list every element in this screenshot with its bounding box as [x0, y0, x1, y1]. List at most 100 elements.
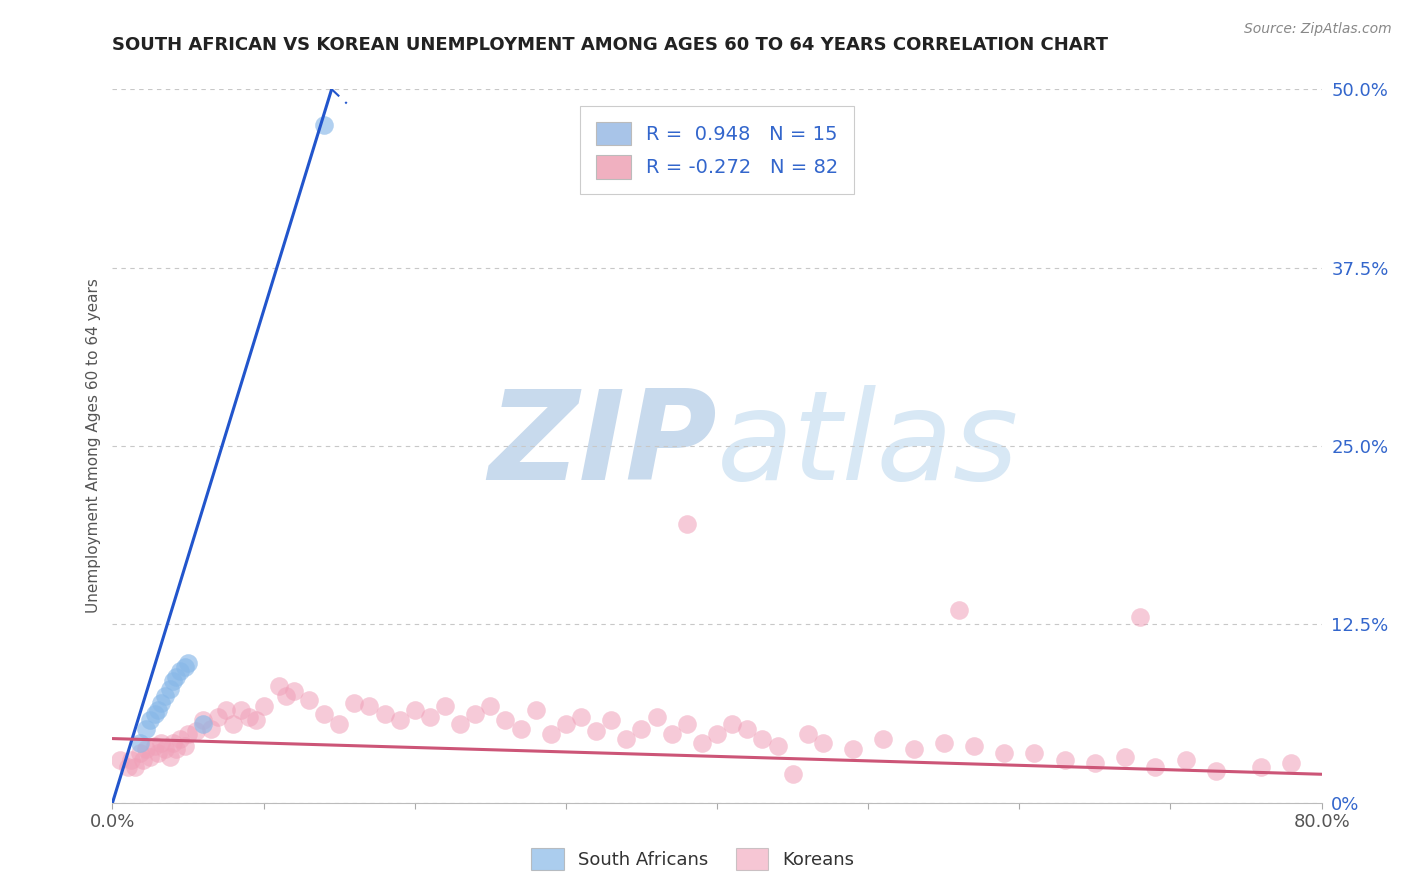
Point [169, 665, 191, 679]
Point [200, 722, 222, 736]
Point [298, 693, 321, 707]
Point [690, 736, 713, 750]
Point [229, 703, 252, 717]
Point [554, 717, 576, 731]
Point [616, 731, 638, 746]
Point [267, 679, 290, 693]
Point [238, 710, 260, 724]
Point [675, 717, 697, 731]
Text: atlas: atlas [717, 385, 1019, 507]
Point [177, 727, 200, 741]
Text: Source: ZipAtlas.com: Source: ZipAtlas.com [1244, 22, 1392, 37]
Point [139, 713, 162, 727]
Point [253, 698, 276, 713]
Point [600, 713, 623, 727]
Point [124, 760, 146, 774]
Point [872, 731, 894, 746]
Point [128, 736, 150, 750]
Point [276, 689, 298, 703]
Point [222, 717, 245, 731]
Point [162, 674, 184, 689]
Point [1250, 760, 1272, 774]
Point [796, 727, 818, 741]
Point [766, 739, 789, 753]
Point [1024, 746, 1046, 760]
Point [524, 703, 547, 717]
Point [374, 707, 396, 722]
Point [1114, 750, 1136, 764]
Point [1279, 756, 1302, 770]
Point [540, 727, 562, 741]
Point [751, 731, 773, 746]
Point [419, 710, 441, 724]
Point [1174, 753, 1197, 767]
Point [245, 713, 267, 727]
Point [143, 707, 166, 722]
Point [143, 739, 166, 753]
Point [207, 710, 229, 724]
Point [135, 722, 157, 736]
Point [169, 731, 191, 746]
Point [811, 736, 834, 750]
Point [132, 753, 155, 767]
Point [162, 736, 184, 750]
Point [215, 703, 238, 717]
Point [1205, 764, 1227, 779]
Point [149, 736, 172, 750]
Point [1053, 753, 1076, 767]
Point [993, 746, 1015, 760]
Point [155, 689, 177, 703]
Point [388, 713, 411, 727]
Point [782, 767, 804, 781]
Point [1144, 760, 1167, 774]
Point [706, 727, 728, 741]
Point [146, 746, 169, 760]
Point [128, 746, 150, 760]
Point [948, 603, 970, 617]
Point [146, 703, 169, 717]
Point [165, 670, 187, 684]
Point [174, 660, 197, 674]
Point [174, 739, 197, 753]
Point [149, 696, 172, 710]
Point [191, 713, 214, 727]
Point [842, 741, 865, 756]
Point [903, 741, 925, 756]
Point [1129, 610, 1152, 624]
Text: SOUTH AFRICAN VS KOREAN UNEMPLOYMENT AMONG AGES 60 TO 64 YEARS CORRELATION CHART: SOUTH AFRICAN VS KOREAN UNEMPLOYMENT AMO… [112, 36, 1108, 54]
Point [404, 703, 426, 717]
Point [108, 753, 131, 767]
Point [449, 717, 471, 731]
Point [433, 698, 456, 713]
Point [165, 741, 187, 756]
Point [721, 717, 744, 731]
Point [737, 722, 759, 736]
Point [159, 750, 181, 764]
Point [184, 724, 207, 739]
Point [155, 741, 177, 756]
Point [359, 698, 381, 713]
Point [675, 517, 697, 532]
Point [343, 696, 366, 710]
Point [1084, 756, 1107, 770]
Point [283, 684, 305, 698]
Point [630, 722, 652, 736]
Point [569, 710, 592, 724]
Point [963, 739, 986, 753]
Point [314, 118, 336, 132]
Point [177, 656, 200, 670]
Point [661, 727, 683, 741]
Point [314, 707, 336, 722]
Point [495, 713, 517, 727]
Legend: South Africans, Koreans: South Africans, Koreans [522, 839, 863, 880]
Point [328, 717, 350, 731]
Text: ZIP: ZIP [488, 385, 717, 507]
Point [932, 736, 955, 750]
Point [585, 724, 607, 739]
Point [159, 681, 181, 696]
Point [479, 698, 502, 713]
Point [120, 753, 142, 767]
Point [645, 710, 668, 724]
Point [509, 722, 531, 736]
Point [139, 750, 162, 764]
